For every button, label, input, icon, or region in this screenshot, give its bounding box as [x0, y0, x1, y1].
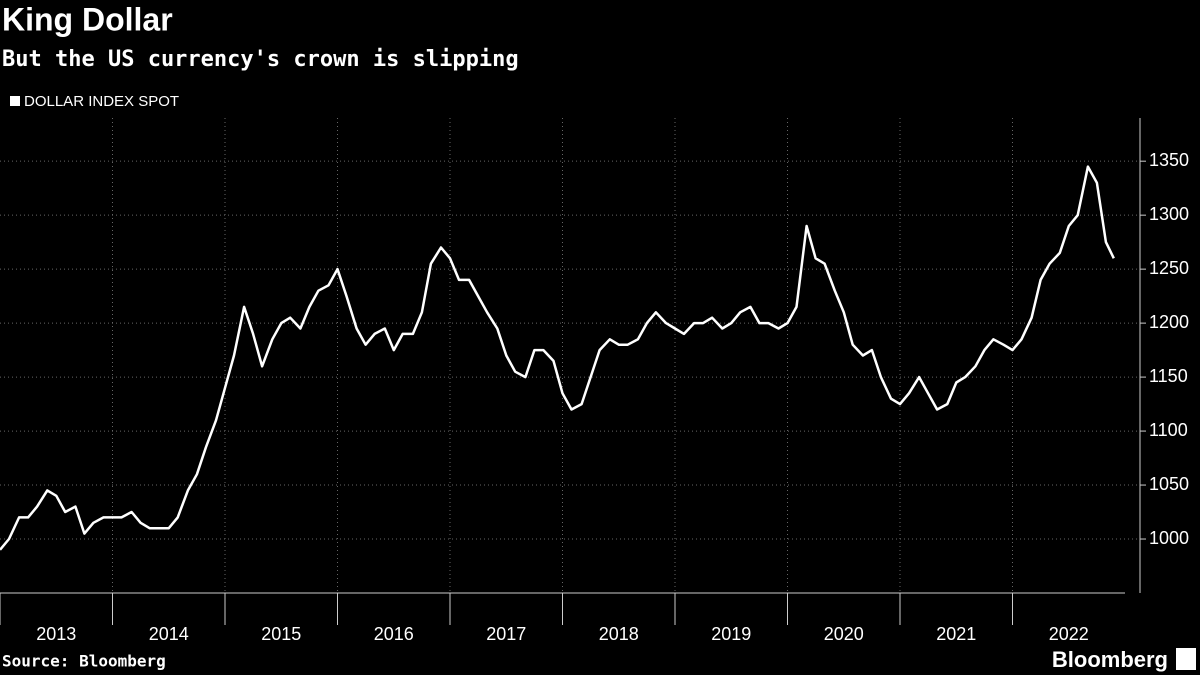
y-tick-label: 1150: [1149, 366, 1188, 386]
y-tick-label: 1200: [1149, 312, 1189, 332]
y-tick-label: 1000: [1149, 528, 1189, 548]
brand: Bloomberg: [1052, 647, 1168, 672]
chart-title: King Dollar: [2, 1, 173, 37]
y-tick-label: 1100: [1149, 420, 1188, 440]
legend-label: DOLLAR INDEX SPOT: [24, 93, 179, 110]
source: Source: Bloomberg: [2, 652, 166, 671]
legend-swatch: [10, 96, 20, 106]
chart-subtitle: But the US currency's crown is slipping: [2, 47, 519, 72]
x-tick-label: 2022: [1049, 624, 1089, 644]
y-tick-label: 1250: [1149, 258, 1189, 278]
y-tick-label: 1350: [1149, 150, 1189, 170]
x-tick-label: 2013: [36, 624, 76, 644]
brand-icon: [1176, 648, 1196, 670]
x-tick-label: 2019: [711, 624, 751, 644]
x-tick-label: 2018: [599, 624, 639, 644]
x-tick-label: 2015: [261, 624, 301, 644]
x-tick-label: 2020: [824, 624, 864, 644]
line-series: [0, 165, 1115, 551]
x-tick-label: 2014: [149, 624, 189, 644]
x-tick-label: 2016: [374, 624, 414, 644]
x-tick-label: 2021: [936, 624, 976, 644]
y-tick-label: 1300: [1149, 204, 1189, 224]
x-tick-label: 2017: [486, 624, 526, 644]
y-tick-label: 1050: [1149, 474, 1189, 494]
